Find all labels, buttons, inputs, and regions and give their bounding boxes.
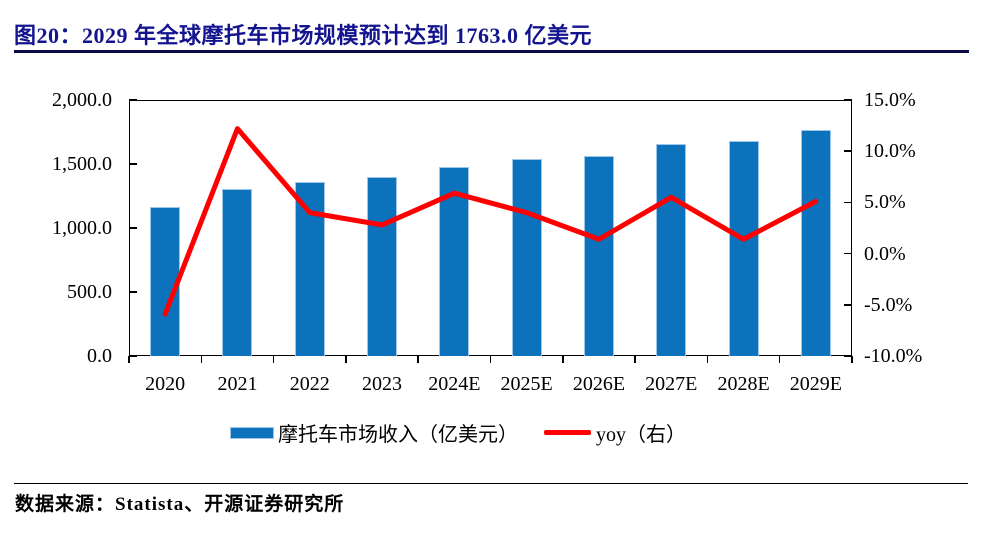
bar-2029E — [800, 130, 831, 356]
left-axis-tick-label: 0.0 — [87, 345, 112, 367]
legend-bar-label: 摩托车市场收入（亿美元） — [278, 424, 518, 446]
right-axis-tick-mark — [844, 355, 852, 357]
x-axis-label-2022: 2022 — [289, 373, 330, 395]
x-axis-label-2024E: 2024E — [428, 373, 481, 395]
x-axis-label-2025E: 2025E — [500, 373, 553, 395]
left-axis-tick-mark — [129, 355, 137, 357]
left-axis-tick-mark — [129, 99, 137, 101]
bar-2020 — [150, 206, 181, 356]
x-axis-tick-mark — [128, 356, 130, 363]
x-axis-tick-mark — [851, 356, 853, 363]
bar-2025E — [511, 159, 542, 356]
bar-2022 — [294, 182, 325, 356]
left-axis-tick-mark — [129, 291, 137, 293]
legend-yoy-label: yoy（右） — [596, 424, 686, 446]
x-axis-tick-mark — [778, 356, 781, 363]
legend-line-swatch-icon — [544, 430, 591, 435]
left-axis-tick-label: 1,000.0 — [52, 217, 112, 239]
right-axis-tick-mark — [844, 201, 852, 204]
page-title: 图20：2029 年全球摩托车市场规模预计达到 1763.0 亿美元 — [14, 23, 593, 48]
bar-2024E — [439, 166, 470, 356]
right-axis-tick-mark — [844, 150, 852, 152]
bar-2021 — [222, 188, 253, 356]
x-axis-tick-mark — [489, 356, 492, 363]
bar-2028E — [728, 140, 759, 356]
left-axis-tick-label: 500.0 — [67, 281, 112, 303]
bar-2023 — [367, 177, 398, 356]
left-axis-tick-mark — [129, 163, 137, 165]
right-axis-tick-mark — [844, 99, 852, 101]
x-axis-label-2026E: 2026E — [572, 373, 626, 395]
right-axis-tick-mark — [844, 304, 852, 306]
right-axis-tick-mark — [844, 252, 852, 255]
legend-bar-swatch-icon — [230, 427, 274, 439]
right-axis-tick-label: 0.0% — [864, 242, 906, 265]
legend: 摩托车市场收入（亿美元） yoy（右） — [0, 414, 984, 450]
left-axis-tick-label: 1,500.0 — [52, 153, 112, 175]
x-axis-tick-mark — [417, 356, 419, 363]
x-axis-label-2028E: 2028E — [717, 373, 770, 395]
bar-2026E — [583, 156, 614, 356]
source-note: 数据来源：Statista、开源证券研究所 — [15, 494, 345, 515]
right-axis-tick-label: -10.0% — [864, 345, 923, 367]
x-axis-tick-mark — [345, 356, 347, 363]
footer-rule — [14, 483, 968, 484]
x-axis-label-2029E: 2029E — [789, 373, 842, 395]
right-axis-tick-label: 10.0% — [864, 140, 916, 163]
right-axis-tick-label: 15.0% — [864, 89, 916, 111]
x-axis-tick-mark — [706, 356, 709, 363]
right-axis-tick-label: -5.0% — [864, 293, 913, 316]
bar-2027E — [656, 144, 687, 356]
x-axis-label-2021: 2021 — [217, 373, 258, 395]
right-axis-tick-label: 5.0% — [864, 191, 906, 214]
header-rule — [14, 50, 969, 53]
left-axis-tick-mark — [129, 227, 137, 229]
x-axis-tick-mark — [272, 356, 275, 363]
x-axis-tick-mark — [200, 356, 203, 363]
x-axis-tick-mark — [634, 356, 636, 363]
x-axis-label-2023: 2023 — [362, 373, 403, 395]
x-axis-label-2027E: 2027E — [645, 373, 698, 395]
x-axis-label-2020: 2020 — [145, 373, 186, 395]
left-axis-tick-label: 2,000.0 — [52, 89, 112, 111]
x-axis-tick-mark — [562, 356, 564, 363]
